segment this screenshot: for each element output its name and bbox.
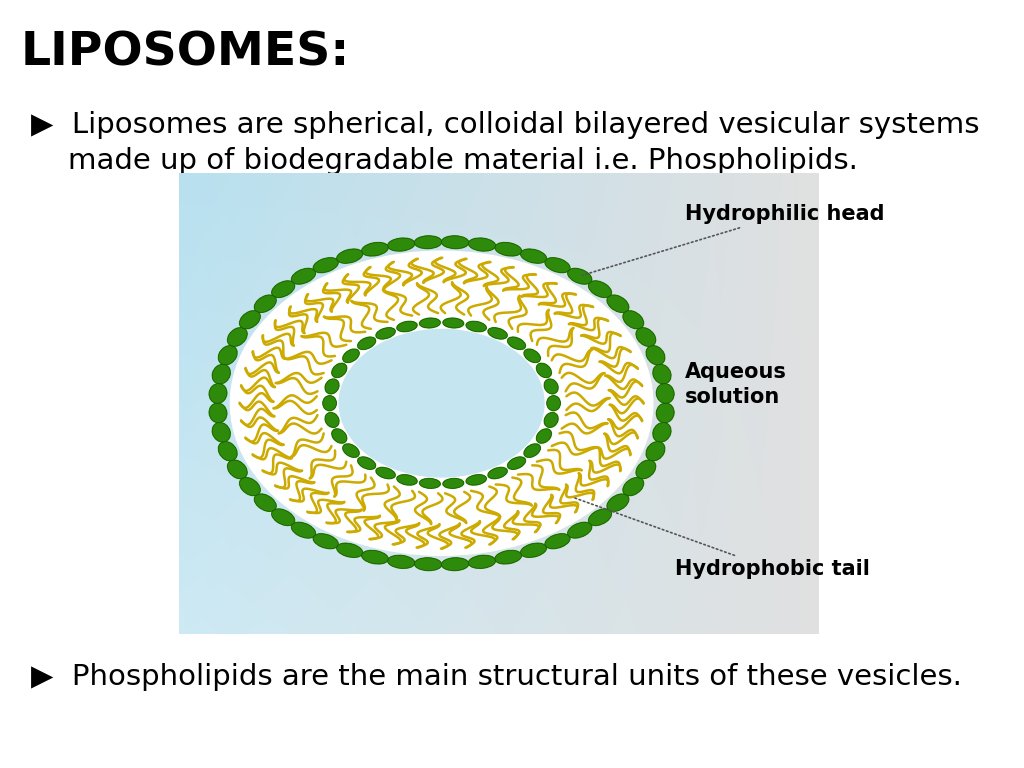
Ellipse shape [420,318,440,328]
Ellipse shape [415,236,441,249]
Ellipse shape [343,444,359,457]
Text: LIPOSOMES:: LIPOSOMES: [20,31,350,76]
Ellipse shape [524,349,541,362]
Ellipse shape [326,412,339,427]
Ellipse shape [212,422,230,442]
Ellipse shape [361,243,388,256]
Circle shape [339,329,544,477]
Ellipse shape [254,295,276,313]
Ellipse shape [545,534,570,548]
Ellipse shape [520,249,547,263]
Ellipse shape [240,478,260,495]
Ellipse shape [623,311,644,329]
Ellipse shape [218,346,238,365]
Ellipse shape [646,442,665,461]
Ellipse shape [209,403,227,422]
Ellipse shape [254,494,276,511]
Ellipse shape [537,429,551,443]
Ellipse shape [240,311,260,329]
Ellipse shape [495,551,521,564]
Ellipse shape [443,318,464,328]
Ellipse shape [636,460,655,478]
Ellipse shape [441,558,469,571]
Ellipse shape [313,258,338,273]
Ellipse shape [653,365,671,384]
Ellipse shape [388,555,415,568]
Ellipse shape [357,457,376,469]
Ellipse shape [656,403,674,422]
Ellipse shape [466,321,486,332]
Ellipse shape [271,509,295,525]
Ellipse shape [323,396,336,411]
Ellipse shape [218,442,238,461]
Ellipse shape [313,534,338,548]
Text: ▶  Liposomes are spherical, colloidal bilayered vesicular systems: ▶ Liposomes are spherical, colloidal bil… [31,111,979,139]
Ellipse shape [607,295,629,313]
Ellipse shape [337,249,362,263]
Ellipse shape [589,281,611,297]
Text: Hydrophilic head: Hydrophilic head [583,204,885,275]
Circle shape [230,251,653,555]
Ellipse shape [376,468,395,478]
Ellipse shape [443,478,464,488]
Ellipse shape [544,412,558,427]
Ellipse shape [357,337,376,349]
Ellipse shape [508,457,525,469]
Ellipse shape [292,268,315,284]
Text: Hydrophobic tail: Hydrophobic tail [574,498,870,579]
Ellipse shape [469,238,496,251]
Ellipse shape [415,558,441,571]
Ellipse shape [466,475,486,485]
Ellipse shape [495,243,521,256]
Ellipse shape [636,328,655,346]
Ellipse shape [209,384,227,403]
Ellipse shape [567,522,592,538]
Ellipse shape [212,365,230,384]
Ellipse shape [646,346,665,365]
Ellipse shape [332,363,347,378]
Ellipse shape [623,478,644,495]
Ellipse shape [441,236,469,249]
Ellipse shape [420,478,440,488]
Ellipse shape [361,551,388,564]
Text: Aqueous
solution: Aqueous solution [685,362,786,407]
Ellipse shape [653,422,671,442]
Ellipse shape [388,238,415,251]
Ellipse shape [524,444,541,457]
Text: ▶  Phospholipids are the main structural units of these vesicles.: ▶ Phospholipids are the main structural … [31,664,962,691]
Ellipse shape [343,349,359,362]
Ellipse shape [227,328,247,346]
Ellipse shape [332,429,347,443]
Ellipse shape [656,384,674,403]
Ellipse shape [537,363,551,378]
Ellipse shape [271,281,295,297]
Ellipse shape [508,337,525,349]
Ellipse shape [326,379,339,394]
Ellipse shape [589,509,611,525]
Ellipse shape [292,522,315,538]
Ellipse shape [469,555,496,568]
Ellipse shape [547,396,560,411]
Ellipse shape [567,268,592,284]
Ellipse shape [227,460,247,478]
Ellipse shape [337,543,362,558]
Ellipse shape [488,468,507,478]
Ellipse shape [544,379,558,394]
Ellipse shape [397,321,417,332]
Ellipse shape [607,494,629,511]
Ellipse shape [488,328,507,339]
Ellipse shape [376,328,395,339]
Ellipse shape [397,475,417,485]
Ellipse shape [545,258,570,273]
Ellipse shape [520,543,547,558]
Text: made up of biodegradable material i.e. Phospholipids.: made up of biodegradable material i.e. P… [31,147,857,175]
